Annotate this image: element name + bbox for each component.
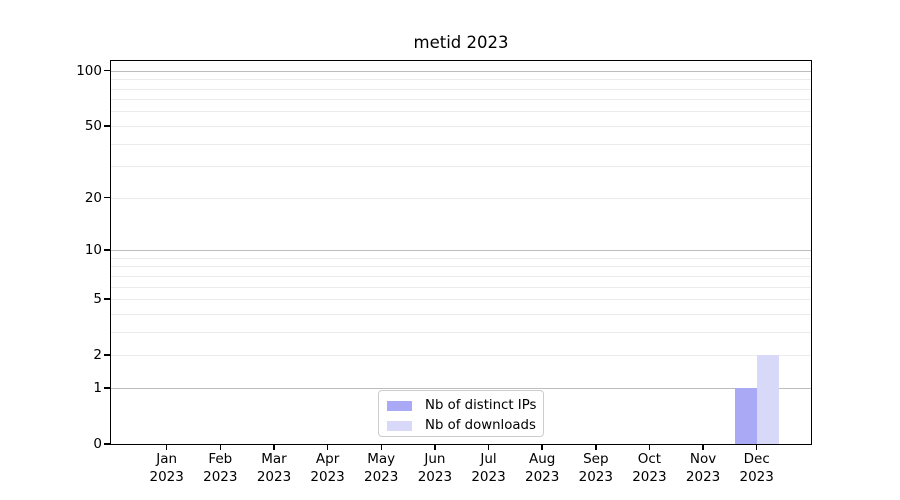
- year-text: 2023: [203, 468, 238, 485]
- x-tick-label-nov: Nov 2023: [658, 451, 748, 486]
- x-tickmark-jul: [487, 445, 490, 450]
- x-tickmark-may: [380, 445, 382, 450]
- x-tick-label-mar: Mar 2023: [229, 451, 319, 486]
- month-text: Feb: [208, 451, 233, 467]
- gridline-100: [110, 70, 812, 72]
- month-text: Jul: [480, 451, 497, 467]
- year-text: 2023: [256, 468, 292, 485]
- y-tick-label-2: 2: [93, 347, 102, 364]
- chart-title: metid 2023: [413, 33, 509, 52]
- y-tick-label-20: 20: [84, 189, 102, 206]
- y-tickmark-0: [104, 443, 110, 445]
- y-tick-label-0: 0: [93, 436, 102, 452]
- x-tickmark-oct: [648, 445, 651, 450]
- bar-nb-of-distinct-ips-dec: [734, 387, 757, 445]
- x-tickmark-sep: [595, 445, 597, 450]
- gridline-40: [110, 143, 812, 145]
- x-tick-label-sep: Sep 2023: [551, 451, 641, 486]
- year-text: 2023: [578, 468, 613, 485]
- year-text: 2023: [417, 468, 453, 485]
- y-tickmark-100: [104, 69, 110, 72]
- gridline-1: [110, 387, 812, 389]
- y-tick-label-5: 5: [93, 291, 102, 307]
- year-text: 2023: [471, 468, 506, 485]
- month-text: Aug: [529, 451, 556, 467]
- year-text: 2023: [685, 468, 721, 485]
- gridline-80: [110, 88, 812, 90]
- gridline-6: [110, 286, 812, 288]
- gridline-30: [110, 166, 812, 168]
- gridline-7: [110, 275, 812, 277]
- x-tickmark-apr: [326, 445, 329, 450]
- month-text: Jun: [424, 451, 446, 467]
- legend-label-distinct-ips: Nb of distinct IPs: [425, 398, 537, 413]
- legend-swatch-distinct-ips: [387, 400, 412, 411]
- legend-item-distinct-ips: Nb of distinct IPs: [387, 398, 543, 413]
- legend-swatch-downloads: [387, 420, 412, 431]
- y-tick-label-50: 50: [84, 117, 102, 134]
- y-tickmark-1: [104, 387, 110, 389]
- x-tick-label-oct: Oct 2023: [604, 451, 694, 486]
- gridline-5: [110, 299, 812, 300]
- x-tick-label-may: May 2023: [336, 451, 426, 486]
- y-tickmark-20: [104, 196, 110, 199]
- y-tickmark-50: [104, 125, 110, 127]
- y-tick-label-10: 10: [84, 242, 102, 258]
- month-text: Sep: [583, 451, 609, 467]
- legend: Nb of distinct IPs Nb of downloads: [378, 390, 544, 437]
- gridline-4: [110, 313, 812, 315]
- gridline-90: [110, 79, 812, 80]
- x-tickmark-jun: [434, 445, 436, 450]
- y-tick-label-1: 1: [93, 379, 102, 396]
- bar-nb-of-downloads-dec: [756, 355, 779, 445]
- y-tick-label-100: 100: [76, 62, 102, 79]
- gridline-10: [110, 250, 812, 251]
- month-text: Apr: [315, 451, 340, 467]
- plot-area: [110, 60, 812, 445]
- x-tick-label-aug: Aug 2023: [497, 451, 587, 486]
- gridline-50: [110, 125, 812, 127]
- x-tickmark-aug: [541, 445, 543, 450]
- gridline-2: [110, 355, 812, 357]
- x-tickmark-jan: [165, 445, 168, 450]
- gridline-20: [110, 197, 812, 199]
- x-tick-label-jun: Jun 2023: [390, 451, 480, 486]
- year-text: 2023: [632, 468, 667, 485]
- y-tickmark-2: [104, 354, 110, 356]
- x-tickmark-mar: [273, 445, 275, 450]
- month-text: Nov: [689, 451, 717, 467]
- gridline-9: [110, 257, 812, 259]
- year-text: 2023: [310, 468, 345, 485]
- year-text: 2023: [364, 468, 399, 485]
- x-tickmark-nov: [702, 445, 704, 450]
- gridline-8: [110, 266, 812, 268]
- x-tick-label-feb: Feb 2023: [175, 451, 265, 486]
- x-tick-label-jan: Jan 2023: [122, 451, 212, 486]
- x-tick-label-jul: Jul 2023: [444, 451, 534, 486]
- y-tickmark-10: [104, 249, 110, 251]
- x-tick-label-apr: Apr 2023: [283, 451, 373, 486]
- gridline-3: [110, 331, 812, 333]
- month-text: May: [367, 451, 396, 467]
- gridline-70: [110, 99, 812, 101]
- x-tick-label-dec: Dec 2023: [712, 451, 802, 486]
- x-tickmark-feb: [219, 445, 222, 450]
- year-text: 2023: [739, 468, 774, 485]
- y-tickmark-5: [104, 298, 110, 300]
- month-text: Mar: [261, 451, 287, 467]
- month-text: Dec: [743, 451, 770, 467]
- gridline-60: [110, 111, 812, 113]
- month-text: Jan: [156, 451, 178, 467]
- year-text: 2023: [525, 468, 560, 485]
- legend-label-downloads: Nb of downloads: [425, 418, 536, 433]
- legend-item-downloads: Nb of downloads: [387, 418, 543, 433]
- month-text: Oct: [637, 451, 662, 467]
- x-tickmark-dec: [755, 445, 758, 450]
- year-text: 2023: [149, 468, 184, 485]
